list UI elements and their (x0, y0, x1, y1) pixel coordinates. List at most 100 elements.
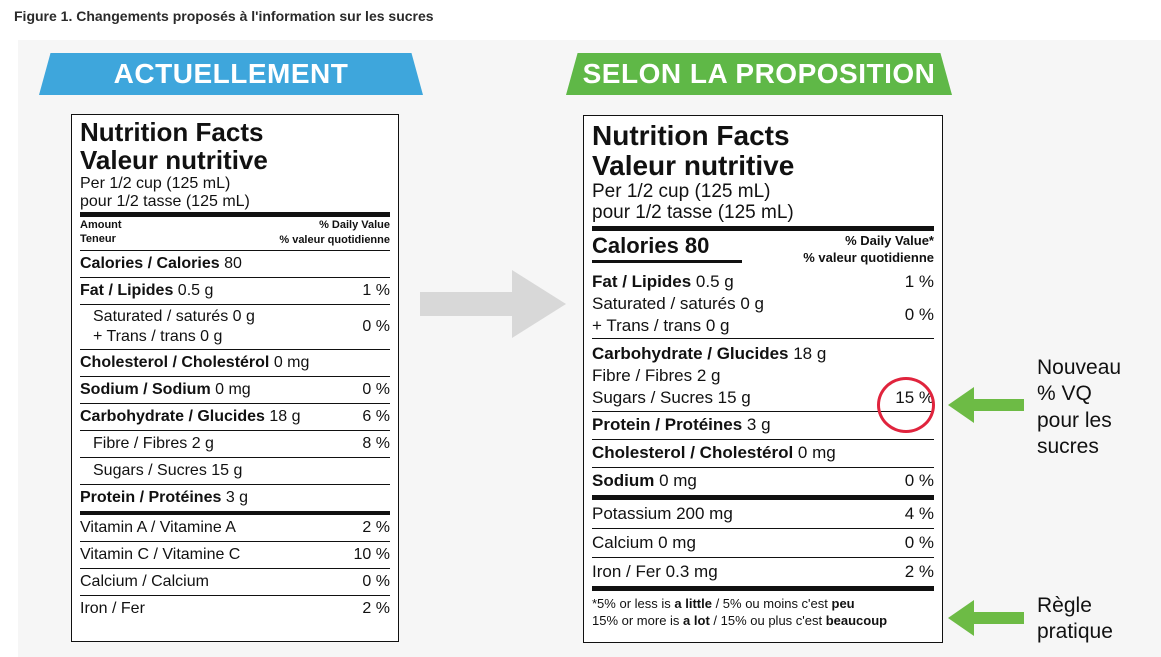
current-trans-line: + Trans / trans 0 g (93, 328, 223, 346)
banner-current: ACTUELLEMENT (39, 53, 423, 95)
current-carb-pct: 6 % (362, 408, 390, 426)
current-sodium-amount: 0 mg (210, 381, 251, 399)
current-carb-amount: 18 g (264, 408, 301, 426)
proposed-calcium-pct: 0 % (904, 532, 934, 552)
current-amount-en: Amount (80, 219, 122, 232)
current-calcium-pct: 0 % (362, 573, 390, 591)
current-title-fr: Valeur nutritive (80, 144, 268, 175)
current-row-calcium: Calcium / Calcium 0 % (80, 569, 390, 597)
current-fibre-label: Fibre / Fibres 2 g (93, 435, 214, 453)
proposed-fat-group: Fat / Lipides 0.5 g 1 % Saturated / satu… (592, 267, 934, 340)
current-row-fibre: Fibre / Fibres 2 g 8 % (80, 431, 390, 459)
banner-proposed: SELON LA PROPOSITION (566, 53, 952, 95)
note1-d: peu (831, 595, 855, 611)
proposed-calories: Calories 80 (592, 233, 710, 259)
proposed-potassium-label: Potassium 200 mg (592, 503, 733, 523)
annotation-rule-line1: Règle (1037, 594, 1092, 617)
proposed-sodium-amount: 0 mg (654, 471, 697, 491)
proposed-trans-line: + Trans / trans 0 g (592, 315, 730, 335)
proposed-fibre-label: Fibre / Fibres 2 g (592, 366, 721, 386)
current-serving-en: Per 1/2 cup (125 mL) (80, 174, 231, 192)
proposed-row-iron: Iron / Fer 0.3 mg 2 % (592, 558, 934, 591)
current-iron-label: Iron / Fer (80, 600, 145, 618)
annotation-new-dv-line1: Nouveau (1037, 356, 1122, 379)
current-cholesterol-label: Cholesterol / Cholestérol (80, 354, 270, 372)
note1-c: / 5% ou moins c'est (711, 595, 832, 611)
current-row-vitamin-c: Vitamin C / Vitamine C 10 % (80, 542, 390, 570)
proposed-sugars-label: Sugars / Sucres 15 g (592, 387, 751, 407)
proposed-potassium-pct: 4 % (904, 503, 934, 523)
current-calories-value: 80 (219, 255, 242, 273)
current-vitc-pct: 10 % (353, 546, 390, 564)
proposed-row-sodium: Sodium 0 mg 0 % (592, 468, 934, 500)
annotation-new-dv: Nouveau % VQ pour les sucres (1037, 355, 1121, 460)
proposed-calories-rule (592, 259, 742, 263)
current-sodium-label: Sodium / Sodium (80, 381, 211, 399)
proposed-sodium-label: Sodium (592, 471, 655, 491)
green-arrow-rule-icon (948, 600, 1024, 636)
green-arrow-icon (948, 387, 1024, 423)
proposed-calories-row: Calories 80 % Daily Value* % valeur quot… (592, 231, 934, 267)
proposed-serving-fr: pour 1/2 tasse (125 mL) (592, 202, 794, 224)
current-vitc-label: Vitamin C / Vitamine C (80, 546, 241, 564)
proposed-calcium-label: Calcium 0 mg (592, 532, 696, 552)
proposed-row-cholesterol: Cholesterol / Cholestérol 0 mg (592, 440, 934, 468)
current-vita-pct: 2 % (362, 519, 390, 537)
proposed-iron-label: Iron / Fer 0.3 mg (592, 561, 718, 581)
current-saturated-pct: 0 % (362, 318, 390, 336)
current-row-vitamin-a: Vitamin A / Vitamine A 2 % (80, 515, 390, 543)
current-calcium-label: Calcium / Calcium (80, 573, 209, 591)
current-title-en: Nutrition Facts (80, 117, 264, 147)
current-row-cholesterol: Cholesterol / Cholestérol 0 mg (80, 350, 390, 378)
proposed-iron-pct: 2 % (904, 561, 934, 581)
proposed-carb-label: Carbohydrate / Glucides (592, 344, 789, 364)
current-row-calories: Calories / Calories 80 (80, 251, 390, 279)
proposed-sodium-pct: 0 % (904, 471, 934, 491)
note2-c: / 15% ou plus c'est (709, 613, 826, 629)
annotation-rule: Règle pratique (1037, 593, 1113, 646)
proposed-row-protein: Protein / Protéines 3 g (592, 412, 934, 440)
current-fat-amount: 0.5 g (173, 282, 214, 300)
current-row-carbohydrate: Carbohydrate / Glucides 18 g 6 % (80, 404, 390, 432)
current-serving-fr: pour 1/2 tasse (125 mL) (80, 192, 250, 210)
current-sodium-pct: 0 % (362, 381, 390, 399)
annotation-rule-line2: pratique (1037, 620, 1113, 644)
note1-b: a little (674, 595, 712, 611)
current-dv-en: % Daily Value (319, 219, 390, 232)
note1-a: *5% or less is (592, 595, 675, 611)
proposed-serving-en: Per 1/2 cup (125 mL) (592, 180, 771, 202)
proposed-carb-amount: 18 g (788, 344, 827, 364)
current-protein-amount: 3 g (221, 489, 249, 507)
current-dv-fr: % valeur quotidienne (279, 234, 390, 247)
note2-a: 15% or more is (592, 613, 684, 629)
proposed-title-en: Nutrition Facts (592, 120, 790, 151)
current-saturated-line1: Saturated / saturés 0 g (93, 308, 255, 326)
proposed-fat-pct: 1 % (904, 272, 934, 292)
current-row-fat: Fat / Lipides 0.5 g 1 % (80, 278, 390, 306)
current-thick-rule (80, 212, 390, 218)
proposed-dv-fr: % valeur quotidienne (803, 250, 934, 266)
current-row-sodium: Sodium / Sodium 0 mg 0 % (80, 377, 390, 405)
current-row-saturated: Saturated / saturés 0 g + Trans / trans 0… (80, 305, 390, 351)
proposed-thick-rule-top (592, 226, 934, 232)
proposed-row-potassium: Potassium 200 mg 4 % (592, 500, 934, 529)
current-vita-label: Vitamin A / Vitamine A (80, 519, 236, 537)
annotation-new-dv-line2: % VQ (1037, 382, 1092, 406)
current-row-protein: Protein / Protéines 3 g (80, 485, 390, 516)
current-fat-label: Fat / Lipides (80, 282, 174, 300)
proposed-protein-amount: 3 g (742, 415, 771, 435)
figure-caption: Figure 1. Changements proposés à l'infor… (14, 8, 434, 24)
current-iron-pct: 2 % (362, 600, 390, 618)
note2-b: a lot (683, 613, 710, 629)
note2-d: beaucoup (825, 613, 888, 629)
annotation-new-dv-line3: pour les (1037, 408, 1112, 432)
proposed-cholesterol-amount: 0 mg (793, 443, 836, 463)
current-fat-pct: 1 % (362, 282, 390, 300)
grey-arrow-icon (420, 270, 566, 338)
proposed-row-calcium: Calcium 0 mg 0 % (592, 529, 934, 558)
proposed-title-fr: Valeur nutritive (592, 149, 795, 181)
current-header: Amount % Daily Value Teneur % valeur quoti… (80, 217, 390, 252)
proposed-footnote: *5% or less is a little / 5% ou moins c'… (592, 595, 934, 630)
annotation-new-dv-line4: sucres (1037, 434, 1099, 458)
current-row-iron: Iron / Fer 2 % (80, 596, 390, 622)
